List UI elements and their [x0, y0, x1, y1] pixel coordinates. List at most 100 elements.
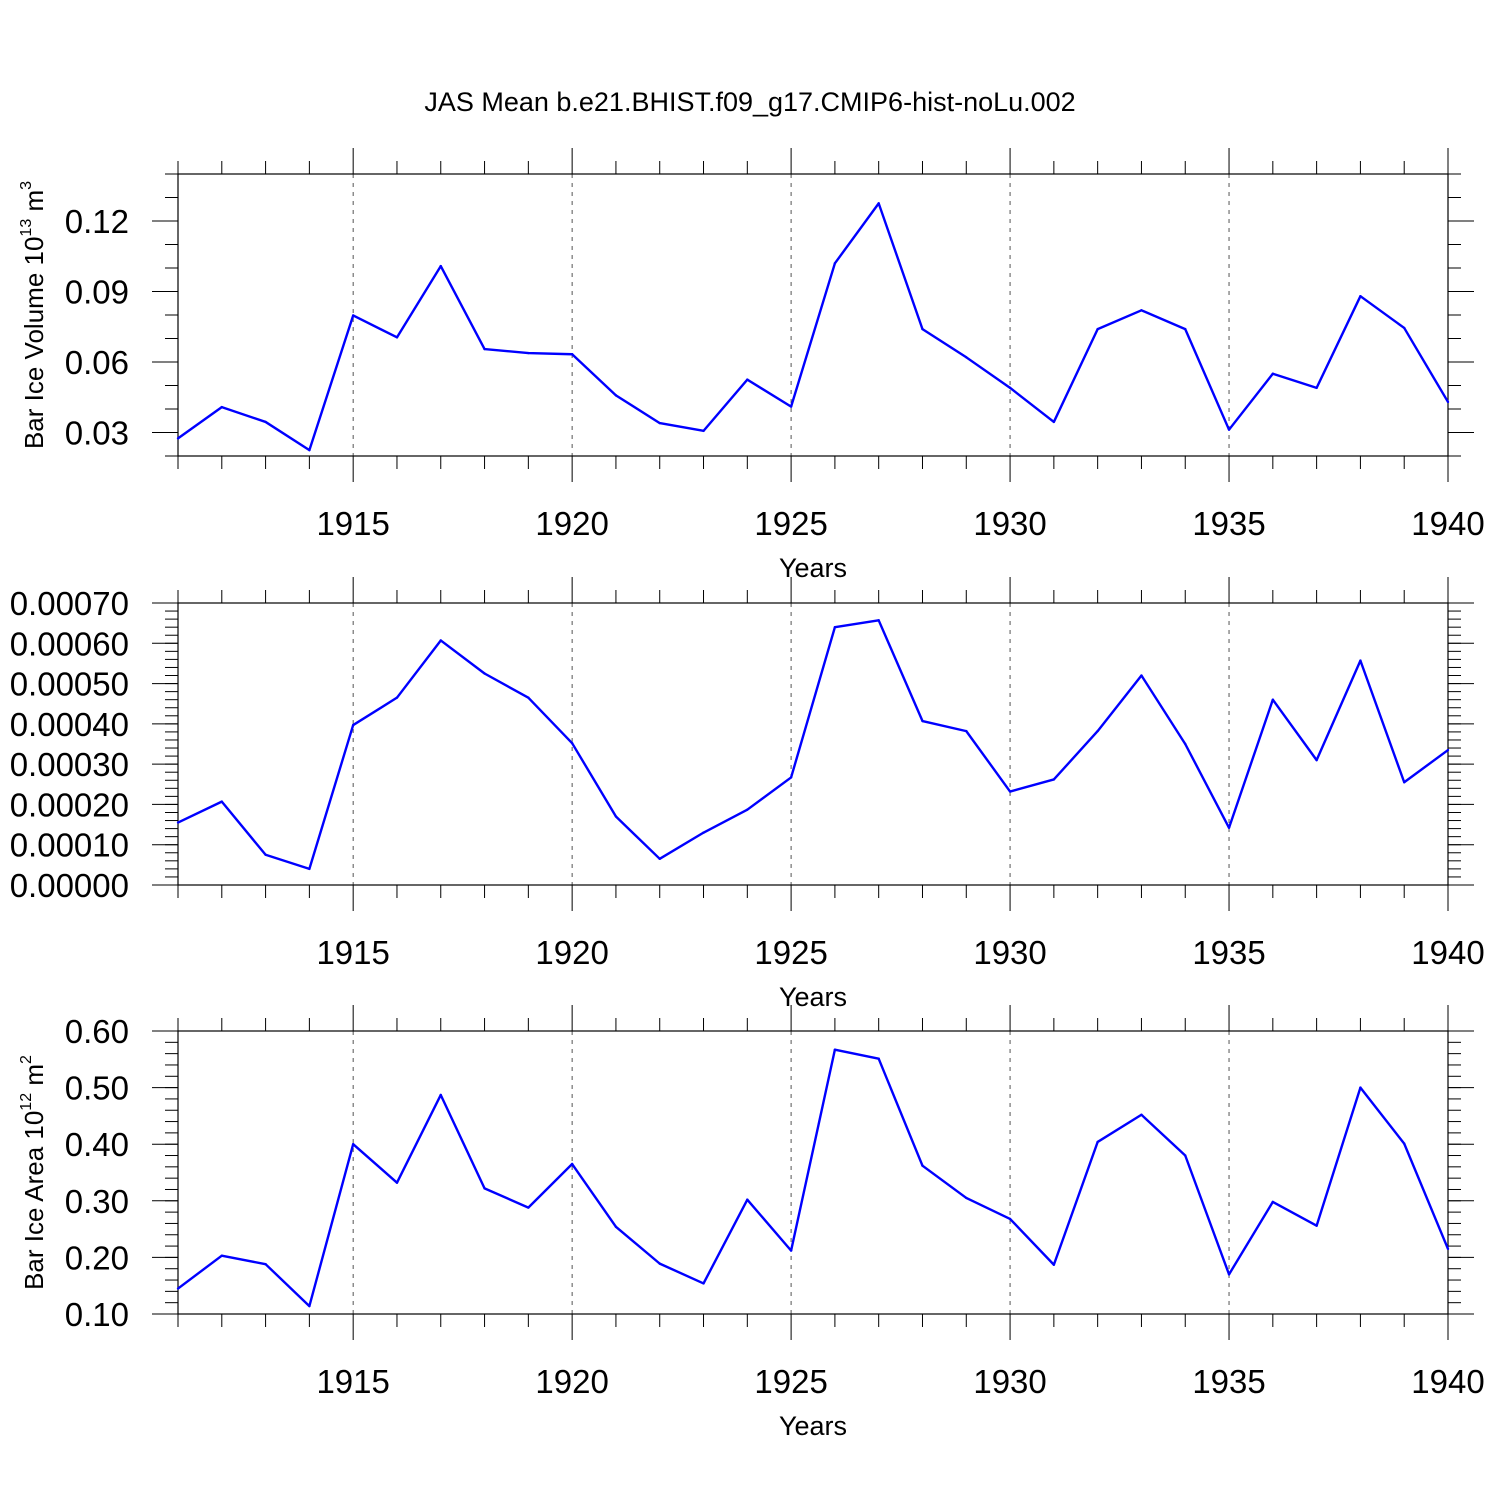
- data-point: [877, 1057, 880, 1060]
- data-point: [1184, 742, 1187, 746]
- y-tick-label: 0.20: [65, 1239, 129, 1276]
- y-tick-label: 0.60: [65, 1013, 129, 1050]
- y-tick-label: 0.40: [65, 1126, 129, 1163]
- data-point: [1359, 1086, 1362, 1089]
- x-tick-label: 1915: [316, 934, 389, 971]
- x-tick-label: 1925: [754, 934, 827, 971]
- x-tick-label: 1935: [1192, 1363, 1265, 1400]
- data-point: [965, 729, 968, 733]
- data-point: [527, 696, 530, 699]
- data-point: [1052, 778, 1056, 781]
- data-point: [1403, 1142, 1406, 1145]
- panel-3: 0.10 0.20 0.30 0.40 0.50 0.60 1915 1920 1925 1930…: [18, 1005, 1485, 1441]
- data-point: [833, 262, 837, 265]
- y-tick-label: 0.09: [65, 274, 129, 311]
- x-tick-label: 1920: [535, 505, 608, 542]
- data-point: [351, 723, 355, 727]
- data-point: [614, 815, 618, 818]
- data-point: [264, 1262, 267, 1266]
- y-tick-label: 0.30: [65, 1183, 129, 1220]
- data-point: [746, 1198, 749, 1201]
- data-point: [1096, 729, 1099, 733]
- data-point: [220, 405, 223, 409]
- data-point: [789, 1249, 793, 1252]
- panels-group: 0.03 0.06 0.09 0.12 1915 1920 1925 1930 1935 1940…: [10, 148, 1485, 1441]
- data-point: [264, 853, 267, 856]
- y-tick-label: 0.00070: [10, 585, 129, 622]
- y-tick-label: 0.00040: [10, 706, 129, 743]
- data-point: [658, 421, 661, 425]
- data-point: [264, 420, 267, 424]
- x-tick-label: 1920: [535, 1363, 608, 1400]
- y-tick-label: 0.06: [65, 344, 129, 381]
- data-point: [1140, 674, 1143, 677]
- data-point: [1227, 1273, 1231, 1276]
- data-point: [439, 639, 442, 642]
- data-point: [176, 821, 180, 824]
- x-tick-label: 1930: [973, 1363, 1046, 1400]
- data-point: [1359, 659, 1362, 662]
- x-tick-label: 1940: [1411, 1363, 1484, 1400]
- data-point: [308, 867, 311, 871]
- y-tick-label: 0.00060: [10, 625, 129, 662]
- data-point: [614, 1225, 618, 1229]
- x-tick-label: 1940: [1411, 505, 1484, 542]
- x-tick-label: 1935: [1192, 505, 1265, 542]
- data-point: [351, 1143, 355, 1146]
- x-tick-label: 1925: [754, 505, 827, 542]
- y-axis-label-part: 3: [18, 181, 35, 190]
- data-point: [1184, 327, 1187, 331]
- x-tick-label: 1925: [754, 1363, 827, 1400]
- plot-frame: [177, 1030, 1449, 1315]
- y-tick-label: 0.00010: [10, 827, 129, 864]
- panel-2: 0.000000.000100.000200.000300.000400.000…: [10, 577, 1485, 1012]
- data-point: [1008, 1217, 1012, 1221]
- data-point: [702, 831, 705, 834]
- data-point: [1359, 295, 1362, 298]
- data-point: [483, 1187, 486, 1190]
- x-tick-label: 1915: [316, 505, 389, 542]
- data-point: [1227, 428, 1231, 431]
- data-point: [527, 351, 530, 355]
- plot-frame: [177, 602, 1449, 886]
- data-point: [308, 1304, 311, 1308]
- data-point: [833, 1048, 837, 1051]
- data-point: [877, 619, 880, 622]
- data-point: [1052, 420, 1056, 424]
- data-point: [658, 857, 661, 861]
- panel-1: 0.03 0.06 0.09 0.12 1915 1920 1925 1930 1935 1940…: [18, 148, 1485, 583]
- y-tick-label: 0.00030: [10, 746, 129, 783]
- data-point: [1315, 386, 1318, 390]
- y-tick-label: 0.03: [65, 415, 129, 452]
- data-point: [1052, 1263, 1056, 1266]
- y-axis-label-part: 2: [18, 1055, 35, 1064]
- data-point: [1140, 309, 1143, 312]
- data-point: [1446, 1247, 1450, 1251]
- data-point: [746, 378, 749, 381]
- data-point: [1271, 698, 1275, 701]
- data-point: [395, 336, 399, 339]
- x-tick-label: 1915: [316, 1363, 389, 1400]
- data-point: [439, 1093, 442, 1097]
- x-tick-label: 1930: [973, 505, 1046, 542]
- data-point: [1227, 826, 1231, 829]
- data-point: [1096, 327, 1099, 331]
- data-point: [1315, 1224, 1318, 1227]
- y-axis-label-part: m: [19, 190, 49, 219]
- data-point: [1140, 1113, 1143, 1116]
- data-point: [1446, 400, 1450, 404]
- data-point: [351, 314, 355, 317]
- data-point: [570, 1162, 574, 1166]
- data-point: [439, 264, 442, 268]
- data-point: [1446, 748, 1450, 752]
- series-line: [177, 619, 1449, 871]
- data-point: [395, 696, 399, 699]
- y-tick-label: 0.50: [65, 1070, 129, 1107]
- data-point: [1184, 1154, 1187, 1157]
- data-point: [921, 1164, 924, 1167]
- y-tick-label: 0.00050: [10, 666, 129, 703]
- data-point: [483, 347, 486, 351]
- y-tick-label: 0.00000: [10, 867, 129, 904]
- y-tick-label: 0.12: [65, 203, 129, 240]
